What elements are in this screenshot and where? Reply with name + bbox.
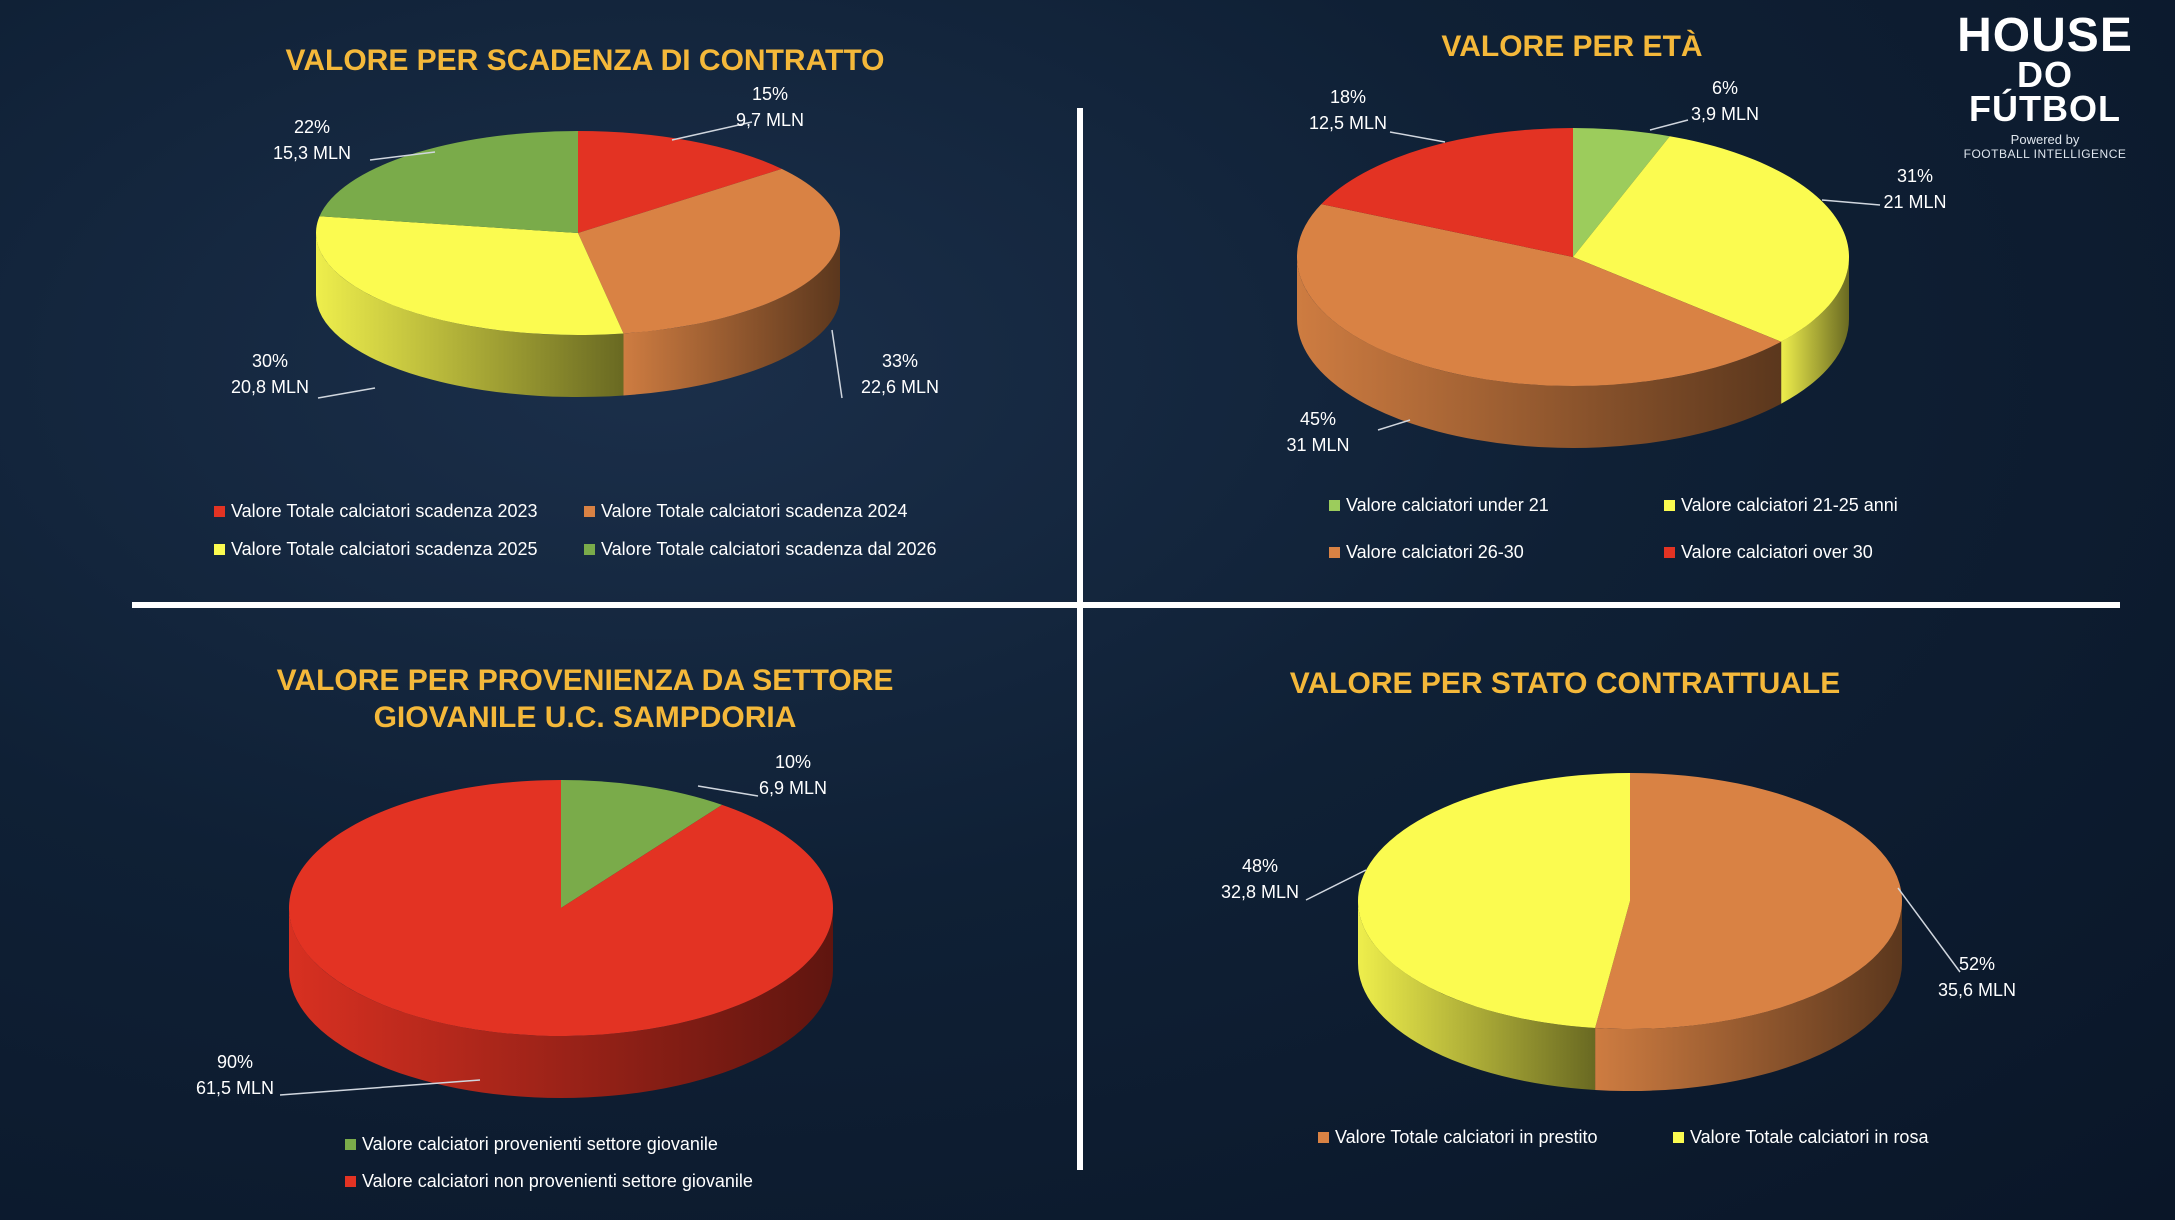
- pie-slice-scadenza-0: [578, 131, 782, 233]
- pie-side-eta-2: [1297, 257, 1782, 449]
- pie-slice-scadenza-3: [319, 131, 578, 233]
- data-label-percent-eta-3: 18%: [1330, 87, 1366, 107]
- legend-label-scadenza-1: Valore Totale calciatori scadenza 2024: [601, 501, 908, 521]
- legend-swatch-eta-1: [1664, 500, 1675, 511]
- logo-line-2: DO FÚTBOL: [1969, 54, 2121, 129]
- pie-slice-eta-1: [1573, 136, 1849, 342]
- data-label-percent-scadenza-3: 22%: [294, 117, 330, 137]
- leader-line-stato-1: [1305, 869, 1367, 901]
- leader-line-scadenza-0: [671, 121, 753, 141]
- pie-chart-scadenza: VALORE PER SCADENZA DI CONTRATTO 15% 9,7 M…: [214, 44, 939, 559]
- legend-swatch-scadenza-1: [584, 506, 595, 517]
- pie-slice-provenienza-1: [289, 780, 834, 1036]
- data-label-percent-stato-0: 52%: [1959, 954, 1995, 974]
- data-label-value-provenienza-1: 61,5 MLN: [196, 1078, 274, 1098]
- data-label-percent-eta-2: 45%: [1300, 409, 1336, 429]
- legend-swatch-eta-2: [1329, 547, 1340, 558]
- pie-side-scadenza-2: [316, 233, 624, 397]
- pie-chart-stato: VALORE PER STATO CONTRATTUALE 52% 35,6 MLN…: [1221, 667, 2016, 1147]
- legend-label-stato-1: Valore Totale calciatori in rosa: [1690, 1127, 1929, 1147]
- data-label-value-stato-0: 35,6 MLN: [1938, 980, 2016, 1000]
- pie-slice-eta-3: [1321, 128, 1573, 257]
- legend-swatch-provenienza-0: [345, 1139, 356, 1150]
- leader-line-eta-3: [1389, 131, 1446, 143]
- leader-line-eta-1: [1821, 199, 1881, 206]
- pie-side-stato-0: [1595, 901, 1902, 1092]
- legend-swatch-provenienza-1: [345, 1176, 356, 1187]
- legend-swatch-scadenza-2: [214, 544, 225, 555]
- logo-line-1: HOUSE: [1957, 9, 2133, 62]
- leader-line-scadenza-2: [317, 387, 376, 399]
- legend-swatch-stato-1: [1673, 1132, 1684, 1143]
- data-label-value-scadenza-2: 20,8 MLN: [231, 377, 309, 397]
- leader-line-eta-2: [1377, 419, 1411, 431]
- legend-label-stato-0: Valore Totale calciatori in prestito: [1335, 1127, 1597, 1147]
- leader-line-eta-0: [1649, 119, 1689, 131]
- pie-slice-stato-0: [1595, 773, 1902, 1029]
- legend-label-eta-3: Valore calciatori over 30: [1681, 542, 1873, 562]
- legend-swatch-scadenza-0: [214, 506, 225, 517]
- pie-chart-eta: VALORE PER ETÀ 6% 3,9 MLN 31% 21 MLN 45% 31 ML…: [1286, 29, 1946, 562]
- legend-label-scadenza-3: Valore Totale calciatori scadenza dal 20…: [601, 539, 937, 559]
- chart-title-provenienza-1: VALORE PER PROVENIENZA DA SETTORE: [277, 664, 894, 697]
- pie-side-stato-1: [1358, 901, 1596, 1090]
- legend-label-eta-1: Valore calciatori 21-25 anni: [1681, 495, 1898, 515]
- chart-title-scadenza-1: VALORE PER SCADENZA DI CONTRATTO: [286, 44, 885, 77]
- logo-line-3: Powered by: [2010, 132, 2080, 147]
- legend-swatch-scadenza-3: [584, 544, 595, 555]
- data-label-percent-eta-1: 31%: [1897, 166, 1933, 186]
- pie-slice-eta-0: [1573, 128, 1670, 257]
- legend-swatch-stato-0: [1318, 1132, 1329, 1143]
- legend-swatch-eta-3: [1664, 547, 1675, 558]
- data-label-percent-scadenza-0: 15%: [752, 84, 788, 104]
- pie-side-scadenza-1: [623, 233, 840, 396]
- data-label-value-provenienza-0: 6,9 MLN: [759, 778, 827, 798]
- chart-title-stato-1: VALORE PER STATO CONTRATTUALE: [1290, 667, 1841, 700]
- data-label-value-scadenza-1: 22,6 MLN: [861, 377, 939, 397]
- logo-line-4: FOOTBALL INTELLIGENCE: [1963, 147, 2127, 161]
- legend-label-eta-2: Valore calciatori 26-30: [1346, 542, 1524, 562]
- pie-chart-provenienza: VALORE PER PROVENIENZA DA SETTORE GIOVANI…: [196, 664, 893, 1191]
- pie-slice-eta-2: [1296, 204, 1782, 387]
- pie-slice-scadenza-2: [316, 216, 624, 335]
- pie-side-eta-1: [1781, 257, 1849, 404]
- legend-label-provenienza-1: Valore calciatori non provenienti settor…: [362, 1171, 753, 1191]
- data-label-value-scadenza-3: 15,3 MLN: [273, 143, 351, 163]
- chart-title-eta-1: VALORE PER ETÀ: [1441, 29, 1702, 63]
- leader-line-scadenza-3: [369, 151, 436, 161]
- data-label-value-eta-1: 21 MLN: [1883, 192, 1946, 212]
- data-label-percent-provenienza-0: 10%: [775, 752, 811, 772]
- pie-slice-provenienza-0: [561, 780, 723, 908]
- data-label-percent-scadenza-2: 30%: [252, 351, 288, 371]
- legend-label-scadenza-0: Valore Totale calciatori scadenza 2023: [231, 501, 538, 521]
- data-label-value-eta-0: 3,9 MLN: [1691, 104, 1759, 124]
- chart-title-provenienza-2: GIOVANILE U.C. SAMPDORIA: [374, 701, 797, 734]
- legend-label-provenienza-0: Valore calciatori provenienti settore gi…: [362, 1134, 718, 1154]
- leader-line-stato-0: [1897, 887, 1961, 973]
- data-label-percent-provenienza-1: 90%: [217, 1052, 253, 1072]
- leader-line-provenienza-0: [697, 785, 759, 797]
- brand-logo: HOUSE DO FÚTBOL Powered by FOOTBALL INTE…: [1945, 9, 2145, 162]
- leader-line-scadenza-1: [831, 329, 843, 399]
- pie-slice-scadenza-1: [578, 168, 840, 334]
- data-label-percent-scadenza-1: 33%: [882, 351, 918, 371]
- legend-label-eta-0: Valore calciatori under 21: [1346, 495, 1549, 515]
- data-label-value-eta-2: 31 MLN: [1286, 435, 1349, 455]
- data-label-value-scadenza-0: 9,7 MLN: [736, 110, 804, 130]
- data-label-percent-eta-0: 6%: [1712, 78, 1738, 98]
- legend-swatch-eta-0: [1329, 500, 1340, 511]
- leader-line-provenienza-1: [279, 1079, 481, 1096]
- data-label-percent-stato-1: 48%: [1242, 856, 1278, 876]
- data-label-value-stato-1: 32,8 MLN: [1221, 882, 1299, 902]
- pie-slice-stato-1: [1357, 773, 1630, 1028]
- data-label-value-eta-3: 12,5 MLN: [1309, 113, 1387, 133]
- legend-label-scadenza-2: Valore Totale calciatori scadenza 2025: [231, 539, 538, 559]
- pie-side-provenienza-1: [289, 908, 833, 1098]
